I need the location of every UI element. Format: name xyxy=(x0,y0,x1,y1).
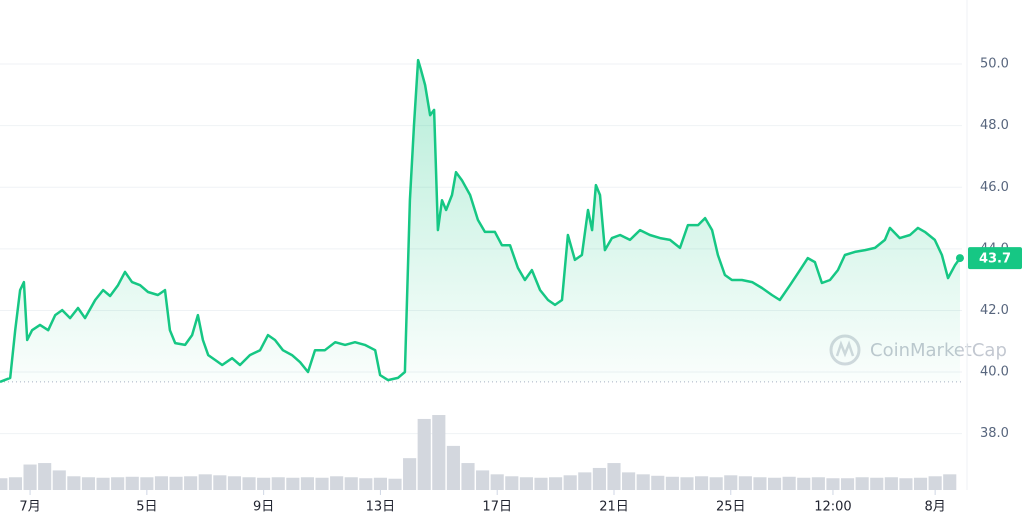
volume-bar xyxy=(111,477,125,490)
volume-bar xyxy=(709,477,723,490)
volume-bar xyxy=(782,476,796,490)
volume-bar xyxy=(359,478,373,490)
volume-bar xyxy=(549,477,563,490)
volume-bar xyxy=(96,477,110,490)
volume-bar xyxy=(695,476,709,490)
volume-bar xyxy=(651,475,665,490)
volume-bar xyxy=(432,415,446,490)
volume-bar xyxy=(403,458,417,490)
y-tick-label: 42.0 xyxy=(980,303,1009,318)
volume-bar xyxy=(811,477,825,490)
volume-bar xyxy=(330,476,344,490)
volume-bar xyxy=(140,477,154,490)
price-badge xyxy=(968,247,1022,270)
volume-bar xyxy=(461,463,475,490)
x-tick-label: 8月 xyxy=(924,500,945,515)
volume-bar xyxy=(315,477,329,490)
volume-bar xyxy=(928,476,942,490)
y-tick-label: 50.0 xyxy=(980,57,1009,72)
volume-bar xyxy=(446,445,460,490)
volume-bar xyxy=(505,476,519,490)
volume-bar xyxy=(738,476,752,490)
x-tick-label: 17日 xyxy=(482,500,512,515)
x-tick-label: 21日 xyxy=(599,500,629,515)
volume-bar xyxy=(8,477,23,490)
volume-bar xyxy=(300,477,315,490)
volume-bar xyxy=(622,472,636,490)
volume-bar xyxy=(490,474,504,490)
volume-bar xyxy=(67,476,81,490)
price-line xyxy=(0,58,962,384)
volume-bar xyxy=(826,478,840,490)
volume-bar xyxy=(154,476,169,490)
y-tick-label: 40.0 xyxy=(980,365,1009,380)
volume-bar xyxy=(198,474,212,490)
volume-bar xyxy=(913,477,928,490)
x-tick-label: 7月 xyxy=(19,500,40,515)
volume-bar xyxy=(767,477,782,490)
volume-bar xyxy=(724,475,738,490)
volume-bar xyxy=(184,476,198,490)
volume-bar xyxy=(286,477,300,490)
volume-bar xyxy=(476,470,490,490)
volume-bar xyxy=(870,477,884,490)
last-point xyxy=(955,254,964,263)
volume-bar xyxy=(592,467,606,490)
x-tick-label: 9日 xyxy=(253,500,274,515)
volume-bar xyxy=(373,477,387,490)
y-tick-label: 38.0 xyxy=(980,426,1009,441)
volume-bar xyxy=(563,475,577,490)
volume-bar xyxy=(23,464,37,490)
volume-bar xyxy=(257,477,271,490)
volume-bar xyxy=(388,478,402,490)
volume-bar xyxy=(680,477,694,490)
volume-bar xyxy=(417,418,431,490)
price-area xyxy=(0,60,960,382)
volume-bar xyxy=(169,476,183,490)
volume-bar xyxy=(38,463,52,490)
volume-bar xyxy=(242,477,256,490)
volume-bar xyxy=(81,477,96,490)
volume-bar xyxy=(607,463,621,490)
volume-bar xyxy=(519,477,533,490)
volume-bar xyxy=(943,474,957,490)
x-tick-label: 25日 xyxy=(716,500,746,515)
x-tick-label: 12:00 xyxy=(814,500,851,515)
price-badge-label: 43.7 xyxy=(979,252,1011,267)
volume-bar xyxy=(52,470,66,490)
volume-bar xyxy=(636,474,650,490)
volume-bar xyxy=(271,477,285,490)
volume-bar xyxy=(534,477,548,490)
volume-bar xyxy=(227,476,242,490)
volume-bar xyxy=(753,477,767,490)
volume-bar xyxy=(0,478,8,490)
volume-bar xyxy=(855,477,869,490)
volume-bar xyxy=(578,472,592,490)
volume-bar xyxy=(213,475,227,490)
y-tick-label: 48.0 xyxy=(980,118,1009,133)
volume-bar xyxy=(797,477,811,490)
x-tick-label: 13日 xyxy=(366,500,396,515)
volume-bar xyxy=(899,478,913,490)
volume-bar xyxy=(344,477,358,490)
volume-bar xyxy=(125,476,139,490)
volume-bar xyxy=(665,476,679,490)
y-tick-label: 46.0 xyxy=(980,180,1009,195)
volume-bar xyxy=(840,478,855,490)
x-tick-label: 5日 xyxy=(136,500,157,515)
volume-bar xyxy=(884,477,898,490)
